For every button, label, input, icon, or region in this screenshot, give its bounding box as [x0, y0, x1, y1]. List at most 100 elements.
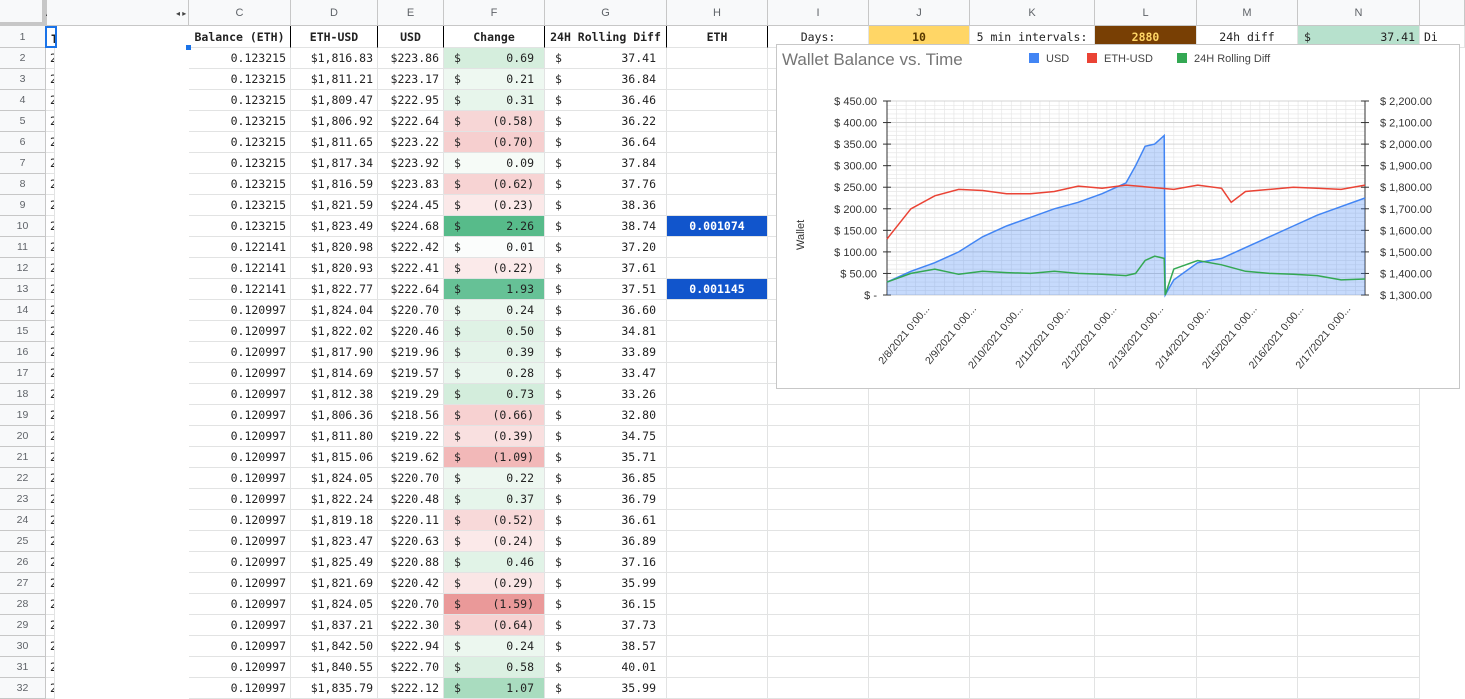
cell-empty[interactable]	[970, 447, 1095, 468]
cell-empty[interactable]	[970, 531, 1095, 552]
cell-time[interactable]: 2/17/2021 8:15:00	[46, 489, 55, 510]
cell-empty[interactable]	[1298, 489, 1420, 510]
cell-ethusd[interactable]: $1,817.90	[291, 342, 378, 363]
cell-chg[interactable]: 0.39	[444, 342, 545, 363]
cell-chg[interactable]: (0.23)	[444, 195, 545, 216]
cell-roll[interactable]: 37.51	[545, 279, 667, 300]
cell-bal[interactable]: 0.123215	[189, 69, 291, 90]
cell-usd[interactable]: $222.64	[378, 279, 444, 300]
cell-bal[interactable]: 0.123215	[189, 153, 291, 174]
cell-usd[interactable]: $219.62	[378, 447, 444, 468]
cell-empty[interactable]	[1197, 405, 1298, 426]
cell-bal[interactable]: 0.120997	[189, 657, 291, 678]
cell-roll[interactable]: 35.99	[545, 678, 667, 699]
cell-bal[interactable]: 0.120997	[189, 552, 291, 573]
cell-chg[interactable]: (0.39)	[444, 426, 545, 447]
row-number[interactable]: 29	[0, 615, 46, 636]
cell-empty[interactable]	[1298, 657, 1420, 678]
cell-usd[interactable]: $219.29	[378, 384, 444, 405]
cell-time[interactable]: 2/17/2021 9:30:00	[46, 174, 55, 195]
cell-time[interactable]: 2/17/2021 7:35:00	[46, 657, 55, 678]
cell-empty[interactable]	[667, 342, 768, 363]
cell-empty[interactable]	[1095, 510, 1197, 531]
cell-ethusd[interactable]: $1,819.18	[291, 510, 378, 531]
cell-roll[interactable]: 36.89	[545, 531, 667, 552]
selection-handle[interactable]	[186, 45, 191, 50]
cell-usd[interactable]: $224.45	[378, 195, 444, 216]
cell-usd[interactable]: $220.48	[378, 489, 444, 510]
cell-bal[interactable]: 0.120997	[189, 342, 291, 363]
cell-empty[interactable]	[1298, 426, 1420, 447]
wallet-balance-chart[interactable]: Wallet Balance vs. Time USD ETH-USD 24H Rol…	[776, 44, 1460, 389]
column-header[interactable]: F	[444, 0, 545, 26]
cell-chg[interactable]: 0.21	[444, 69, 545, 90]
cell-chg[interactable]: 2.26	[444, 216, 545, 237]
cell-usd[interactable]: $222.30	[378, 615, 444, 636]
cell-empty[interactable]	[1197, 573, 1298, 594]
cell-roll[interactable]: 40.01	[545, 657, 667, 678]
select-all-corner[interactable]	[0, 0, 46, 26]
cell-usd[interactable]: $220.70	[378, 594, 444, 615]
header-change[interactable]: Change	[444, 26, 545, 48]
cell-chg[interactable]: (1.09)	[444, 447, 545, 468]
row-number[interactable]: 15	[0, 321, 46, 342]
cell-time[interactable]: 2/17/2021 9:40:00	[46, 132, 55, 153]
cell-roll[interactable]: 36.46	[545, 90, 667, 111]
cell-roll[interactable]: 36.22	[545, 111, 667, 132]
cell-chg[interactable]: (0.66)	[444, 405, 545, 426]
cell-empty[interactable]	[869, 552, 970, 573]
row-number[interactable]: 12	[0, 258, 46, 279]
row-number[interactable]: 10	[0, 216, 46, 237]
row-number[interactable]: 25	[0, 531, 46, 552]
cell-time[interactable]: 2/17/2021 9:00:00	[46, 300, 55, 321]
cell-chg[interactable]: (1.59)	[444, 594, 545, 615]
cell-usd[interactable]: $220.88	[378, 552, 444, 573]
cell-usd[interactable]: $220.46	[378, 321, 444, 342]
cell-empty[interactable]	[768, 594, 869, 615]
cell-bal[interactable]: 0.123215	[189, 90, 291, 111]
cell-ethusd[interactable]: $1,809.47	[291, 90, 378, 111]
cell-chg[interactable]: 1.93	[444, 279, 545, 300]
cell-empty[interactable]	[970, 384, 1095, 405]
row-number[interactable]: 19	[0, 405, 46, 426]
cell-empty[interactable]	[768, 552, 869, 573]
cell-empty[interactable]	[768, 615, 869, 636]
cell-empty[interactable]	[970, 405, 1095, 426]
cell-empty[interactable]	[1095, 636, 1197, 657]
cell-empty[interactable]	[667, 531, 768, 552]
cell-empty[interactable]	[667, 636, 768, 657]
column-header[interactable]: L	[1095, 0, 1197, 26]
cell-empty[interactable]	[667, 657, 768, 678]
cell-time[interactable]: 2/17/2021 8:05:00	[46, 531, 55, 552]
row-number[interactable]: 27	[0, 573, 46, 594]
cell-usd[interactable]: $223.83	[378, 174, 444, 195]
cell-empty[interactable]	[1095, 678, 1197, 699]
cell-usd[interactable]: $222.12	[378, 678, 444, 699]
cell-empty[interactable]	[667, 363, 768, 384]
cell-empty[interactable]	[970, 468, 1095, 489]
cell-time[interactable]: 2/17/2021 7:30:00	[46, 678, 55, 699]
cell-usd[interactable]: $220.63	[378, 531, 444, 552]
cell-empty[interactable]	[768, 489, 869, 510]
cell-ethusd[interactable]: $1,822.24	[291, 489, 378, 510]
cell-ethusd[interactable]: $1,840.55	[291, 657, 378, 678]
cell-roll[interactable]: 37.20	[545, 237, 667, 258]
cell-empty[interactable]	[768, 573, 869, 594]
cell-roll[interactable]: 36.79	[545, 489, 667, 510]
row-number[interactable]: 20	[0, 426, 46, 447]
cell-empty[interactable]	[667, 468, 768, 489]
cell-chg[interactable]: 0.58	[444, 657, 545, 678]
cell-ethusd[interactable]: $1,816.59	[291, 174, 378, 195]
cell-empty[interactable]	[970, 510, 1095, 531]
cell-roll[interactable]: 34.75	[545, 426, 667, 447]
cell-empty[interactable]	[1095, 552, 1197, 573]
cell-empty[interactable]	[869, 615, 970, 636]
cell-chg[interactable]: 0.73	[444, 384, 545, 405]
cell-usd[interactable]: $219.22	[378, 426, 444, 447]
cell-bal[interactable]: 0.120997	[189, 384, 291, 405]
cell-time[interactable]: 2/17/2021 8:25:00	[46, 447, 55, 468]
cell-empty[interactable]	[1298, 573, 1420, 594]
cell-bal[interactable]: 0.123215	[189, 111, 291, 132]
cell-bal[interactable]: 0.120997	[189, 573, 291, 594]
cell-ethusd[interactable]: $1,812.38	[291, 384, 378, 405]
